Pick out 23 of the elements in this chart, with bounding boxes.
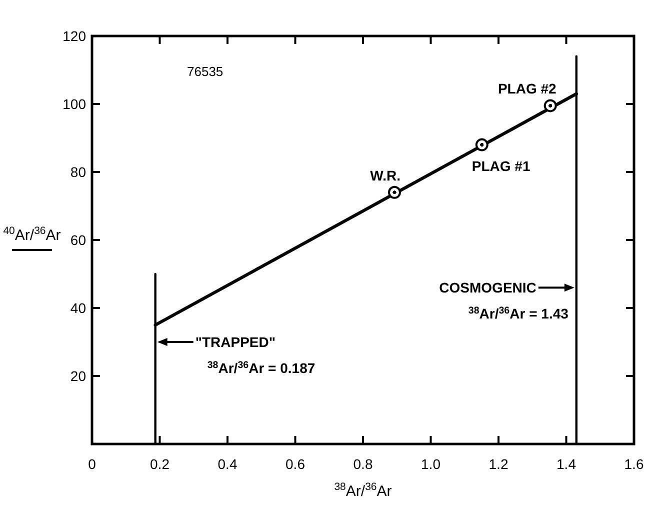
annotation: "TRAPPED" $^{38}$Ar/$^{36}$Ar = 0.187: [195, 334, 316, 376]
x-tick-label: 0.4: [218, 456, 238, 472]
y-tick-label: 80: [70, 164, 86, 180]
x-tick-label: 0: [88, 456, 96, 472]
x-tick-label: 0.8: [353, 456, 373, 472]
y-tick-label: 20: [70, 368, 86, 384]
annotation: W.R.: [370, 167, 401, 184]
x-tick-label: 1.4: [556, 456, 576, 472]
x-tick-label: 1.0: [421, 456, 441, 472]
x-tick-label: 0.2: [150, 456, 170, 472]
y-axis-title: $^{40}$Ar/$^{36}$Ar: [3, 225, 61, 244]
y-tick-label: 100: [62, 96, 86, 112]
x-tick-label: 1.2: [488, 456, 508, 472]
annotation: 76535: [187, 64, 224, 79]
x-tick-label: 1.6: [624, 456, 644, 472]
y-tick-label: 40: [70, 300, 86, 316]
x-tick-label: 0.6: [286, 456, 306, 472]
annotation: PLAG #1: [472, 158, 530, 174]
y-tick-label: 60: [70, 232, 86, 248]
annotation: PLAG #2: [498, 80, 557, 97]
x-axis-title: $^{38}$Ar/$^{36}$Ar: [334, 481, 392, 500]
y-tick-label: 120: [62, 28, 86, 44]
annotation: COSMOGENIC $^{38}$Ar/$^{36}$Ar = 1.43: [439, 280, 569, 322]
